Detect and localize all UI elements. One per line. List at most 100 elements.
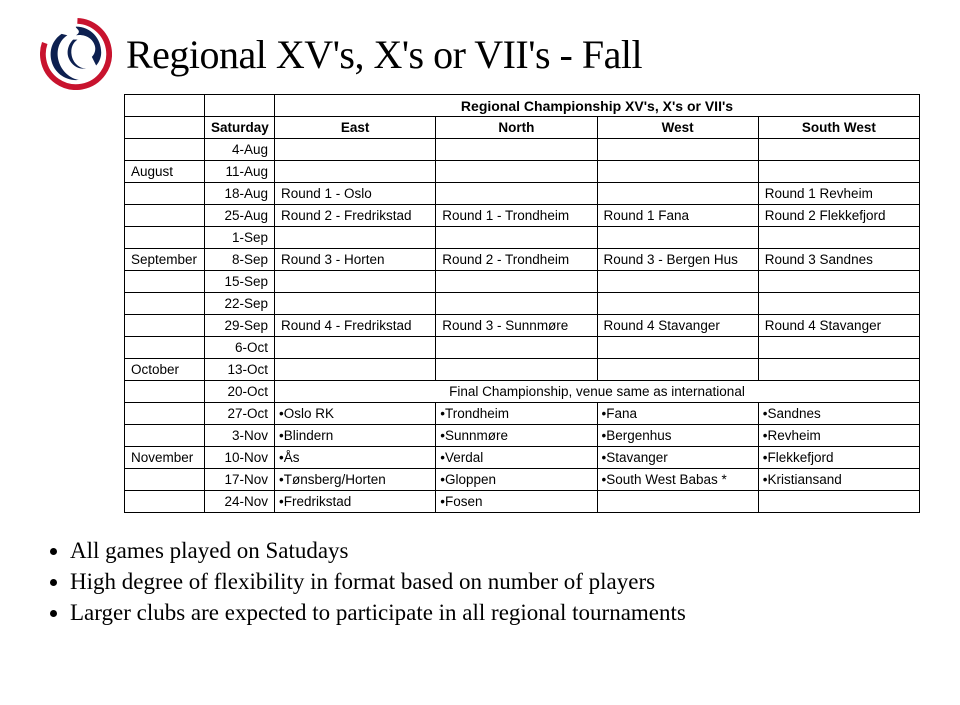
final-championship-cell: Final Championship, venue same as intern… — [275, 381, 920, 403]
date-cell: 17-Nov — [205, 469, 275, 491]
table-row: 20-OctFinal Championship, venue same as … — [125, 381, 920, 403]
round-cell: Round 3 - Horten — [275, 249, 436, 271]
venue-label: Verdal — [445, 450, 483, 465]
venue-cell: •Bergenhus — [597, 425, 758, 447]
blank-cell — [125, 117, 205, 139]
round-cell — [275, 293, 436, 315]
table-row: 1-Sep — [125, 227, 920, 249]
round-cell — [436, 359, 597, 381]
venue-cell: •Stavanger — [597, 447, 758, 469]
table-row: 6-Oct — [125, 337, 920, 359]
venue-label: Gloppen — [445, 472, 496, 487]
venue-cell: •Sandnes — [758, 403, 919, 425]
round-cell — [758, 337, 919, 359]
table-row: 22-Sep — [125, 293, 920, 315]
round-cell: Round 1 Fana — [597, 205, 758, 227]
region-header: East — [275, 117, 436, 139]
round-cell — [758, 271, 919, 293]
table-region-header-row: Saturday East North West South West — [125, 117, 920, 139]
round-cell — [597, 293, 758, 315]
round-cell — [275, 337, 436, 359]
venue-cell — [758, 491, 919, 513]
date-cell: 1-Sep — [205, 227, 275, 249]
date-cell: 8-Sep — [205, 249, 275, 271]
round-cell — [597, 337, 758, 359]
month-cell: November — [125, 447, 205, 469]
venue-label: Bergenhus — [606, 428, 671, 443]
month-cell — [125, 403, 205, 425]
round-cell: Round 4 Stavanger — [597, 315, 758, 337]
venue-label: Stavanger — [606, 450, 668, 465]
round-cell: Round 3 - Bergen Hus — [597, 249, 758, 271]
note-item: High degree of flexibility in format bas… — [70, 568, 920, 597]
round-cell: Round 1 - Oslo — [275, 183, 436, 205]
month-cell — [125, 315, 205, 337]
venue-cell: •Sunnmøre — [436, 425, 597, 447]
round-cell — [436, 161, 597, 183]
region-header: West — [597, 117, 758, 139]
super-header: Regional Championship XV's, X's or VII's — [275, 95, 920, 117]
table-row: 27-Oct•Oslo RK•Trondheim•Fana•Sandnes — [125, 403, 920, 425]
venue-cell: •Fosen — [436, 491, 597, 513]
round-cell — [436, 293, 597, 315]
round-cell — [275, 139, 436, 161]
round-cell: Round 3 - Sunnmøre — [436, 315, 597, 337]
month-cell: October — [125, 359, 205, 381]
month-cell — [125, 139, 205, 161]
venue-cell: •Trondheim — [436, 403, 597, 425]
round-cell — [436, 337, 597, 359]
venue-cell: •Verdal — [436, 447, 597, 469]
round-cell: Round 2 Flekkefjord — [758, 205, 919, 227]
date-cell: 27-Oct — [205, 403, 275, 425]
round-cell: Round 1 - Trondheim — [436, 205, 597, 227]
round-cell — [597, 161, 758, 183]
date-cell: 25-Aug — [205, 205, 275, 227]
table-row: 15-Sep — [125, 271, 920, 293]
round-cell: Round 4 Stavanger — [758, 315, 919, 337]
round-cell — [275, 359, 436, 381]
month-cell — [125, 469, 205, 491]
round-cell — [275, 161, 436, 183]
month-cell — [125, 425, 205, 447]
round-cell — [758, 293, 919, 315]
venue-label: Fana — [606, 406, 637, 421]
round-cell — [597, 359, 758, 381]
table-row: 29-SepRound 4 - FredrikstadRound 3 - Sun… — [125, 315, 920, 337]
date-cell: 6-Oct — [205, 337, 275, 359]
region-header: South West — [758, 117, 919, 139]
month-cell: September — [125, 249, 205, 271]
round-cell — [597, 139, 758, 161]
saturday-header: Saturday — [205, 117, 275, 139]
venue-label: Oslo RK — [284, 406, 334, 421]
round-cell — [597, 183, 758, 205]
date-cell: 29-Sep — [205, 315, 275, 337]
round-cell — [758, 359, 919, 381]
venue-label: Fredrikstad — [284, 494, 352, 509]
round-cell — [758, 161, 919, 183]
date-cell: 18-Aug — [205, 183, 275, 205]
table-row: 4-Aug — [125, 139, 920, 161]
notes-list: All games played on Satudays High degree… — [40, 537, 920, 627]
schedule-table-wrap: Regional Championship XV's, X's or VII's… — [40, 94, 920, 513]
venue-cell: •South West Babas * — [597, 469, 758, 491]
table-super-header-row: Regional Championship XV's, X's or VII's — [125, 95, 920, 117]
round-cell — [436, 183, 597, 205]
round-cell: Round 2 - Trondheim — [436, 249, 597, 271]
date-cell: 15-Sep — [205, 271, 275, 293]
venue-cell: •Flekkefjord — [758, 447, 919, 469]
venue-label: South West Babas * — [606, 472, 727, 487]
venue-cell: •Kristiansand — [758, 469, 919, 491]
dragon-logo — [40, 18, 112, 90]
schedule-table: Regional Championship XV's, X's or VII's… — [124, 94, 920, 513]
round-cell — [436, 271, 597, 293]
blank-cell — [125, 95, 205, 117]
venue-cell: •Revheim — [758, 425, 919, 447]
round-cell: Round 3 Sandnes — [758, 249, 919, 271]
venue-label: Trondheim — [445, 406, 509, 421]
venue-cell: •Ås — [275, 447, 436, 469]
table-row: 3-Nov•Blindern•Sunnmøre•Bergenhus•Revhei… — [125, 425, 920, 447]
round-cell: Round 2 - Fredrikstad — [275, 205, 436, 227]
table-row: August11-Aug — [125, 161, 920, 183]
venue-label: Sunnmøre — [445, 428, 508, 443]
date-cell: 13-Oct — [205, 359, 275, 381]
